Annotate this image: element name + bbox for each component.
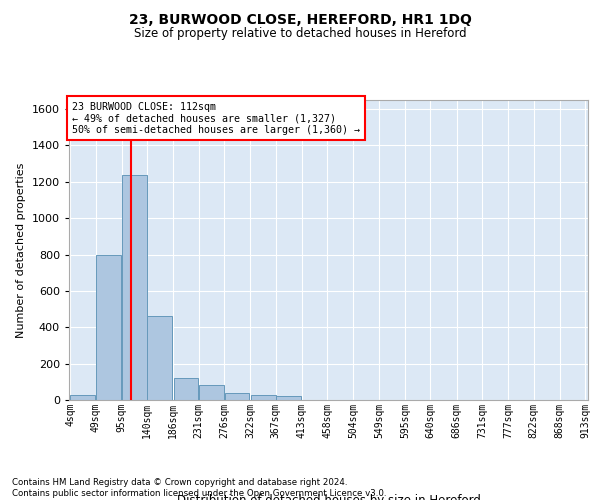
Bar: [122, 174, 147, 400]
Bar: [148, 316, 172, 400]
Text: 23, BURWOOD CLOSE, HEREFORD, HR1 1DQ: 23, BURWOOD CLOSE, HEREFORD, HR1 1DQ: [128, 12, 472, 26]
Bar: [96, 254, 121, 400]
Text: Size of property relative to detached houses in Hereford: Size of property relative to detached ho…: [134, 28, 466, 40]
Bar: [173, 378, 199, 400]
Bar: [276, 396, 301, 400]
Bar: [251, 396, 275, 400]
Bar: [224, 392, 250, 400]
Bar: [70, 394, 95, 400]
Bar: [199, 386, 224, 400]
Text: Contains HM Land Registry data © Crown copyright and database right 2024.
Contai: Contains HM Land Registry data © Crown c…: [12, 478, 386, 498]
Text: 23 BURWOOD CLOSE: 112sqm
← 49% of detached houses are smaller (1,327)
50% of sem: 23 BURWOOD CLOSE: 112sqm ← 49% of detach…: [71, 102, 359, 134]
Y-axis label: Number of detached properties: Number of detached properties: [16, 162, 26, 338]
X-axis label: Distribution of detached houses by size in Hereford: Distribution of detached houses by size …: [176, 494, 481, 500]
